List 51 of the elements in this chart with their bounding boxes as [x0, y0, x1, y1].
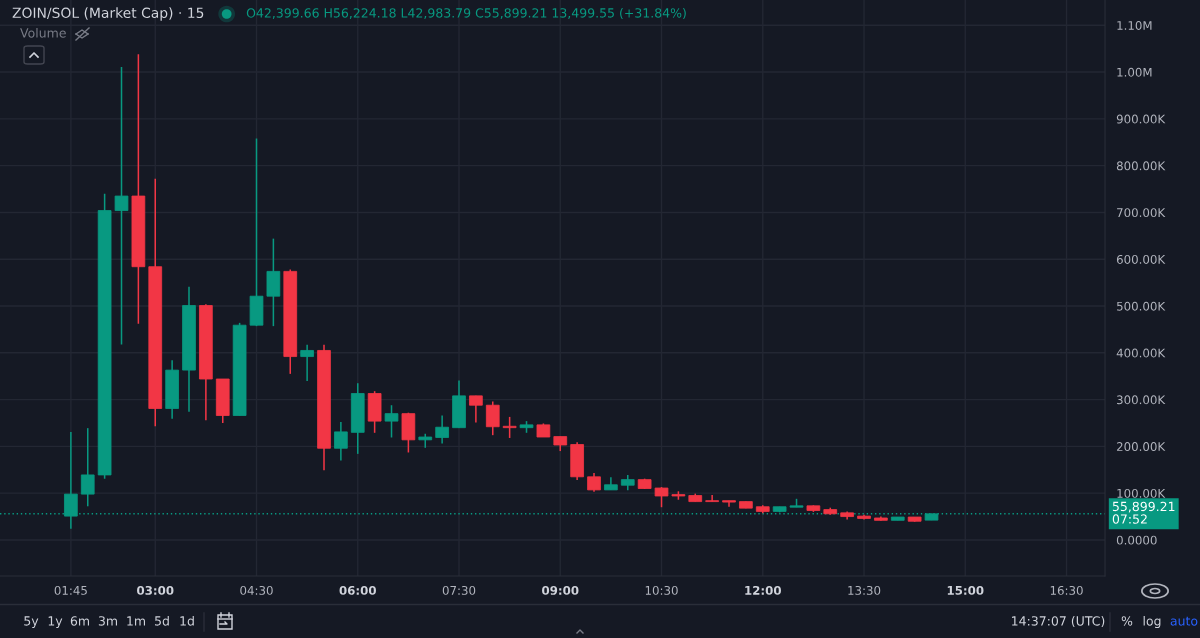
- candlestick: [334, 421, 348, 462]
- x-tick-label: 04:30: [240, 585, 273, 595]
- y-tick-label: 0.0000: [1116, 535, 1157, 545]
- candlestick: [705, 494, 719, 503]
- text: auto: [1170, 616, 1198, 626]
- y-tick-label: 500.00K: [1117, 301, 1166, 311]
- y-tick-label: 900.00K: [1116, 114, 1166, 124]
- text: log: [1143, 615, 1161, 629]
- text: O42,399.66 H56,224.18 L42,983.79 C55,899.21 13,499.55 (+31.84%): [246, 7, 686, 20]
- y-tick-label: 600.00K: [1116, 254, 1166, 264]
- y-tick-label: 100.00K: [1117, 488, 1166, 498]
- y-tick-label: 1.10M: [1117, 20, 1152, 30]
- candlestick: [418, 432, 433, 449]
- candlestick: [502, 416, 517, 439]
- candlestick: [587, 472, 601, 493]
- x-tick-label: 16:30: [1050, 585, 1083, 595]
- text: 5d: [155, 615, 169, 626]
- y-tick-label: 200.00K: [1116, 442, 1166, 452]
- y-tick-label: 800.00K: [1116, 161, 1166, 171]
- text: %: [1121, 616, 1133, 626]
- candlestick: [80, 427, 95, 508]
- x-tick-label: 07:30: [442, 585, 476, 595]
- text: 1m: [127, 616, 145, 626]
- candlestick: [114, 66, 129, 346]
- ref-line-label: 55,899.21 07:52: [1112, 501, 1175, 524]
- candlestick: [485, 400, 500, 436]
- text: 1d: [180, 615, 194, 626]
- text: 3m: [98, 616, 117, 626]
- y-tick-label: 400.00K: [1116, 348, 1166, 358]
- x-tick-label: 13:30: [848, 585, 881, 595]
- y-tick-label: 300.00K: [1117, 395, 1166, 405]
- x-tick-label: 03:00: [137, 585, 174, 595]
- candlestick: [469, 395, 483, 424]
- y-tick-label: 700.00K: [1117, 208, 1166, 218]
- text: 1y: [48, 616, 63, 629]
- x-tick-label: 06:00: [339, 585, 376, 595]
- x-tick-label: 09:00: [542, 585, 579, 595]
- candlestick: [654, 486, 669, 508]
- x-tick-label: 01:45: [54, 585, 87, 595]
- candlestick: [384, 404, 399, 439]
- x-tick-label: 15:00: [947, 585, 984, 595]
- text: 5y: [24, 616, 39, 629]
- text: 14:37:07 (UTC): [1012, 615, 1105, 628]
- x-tick-label: 12:00: [745, 585, 781, 595]
- text: ZOIN/SOL (Market Cap) · 15: [12, 7, 204, 21]
- x-tick-label: 10:30: [645, 585, 678, 595]
- candlestick: [300, 344, 314, 382]
- candlestick: [435, 414, 449, 445]
- annotation: Volume: [20, 27, 66, 38]
- text: 6m: [70, 616, 89, 626]
- y-tick-label: 1.00M: [1117, 67, 1152, 77]
